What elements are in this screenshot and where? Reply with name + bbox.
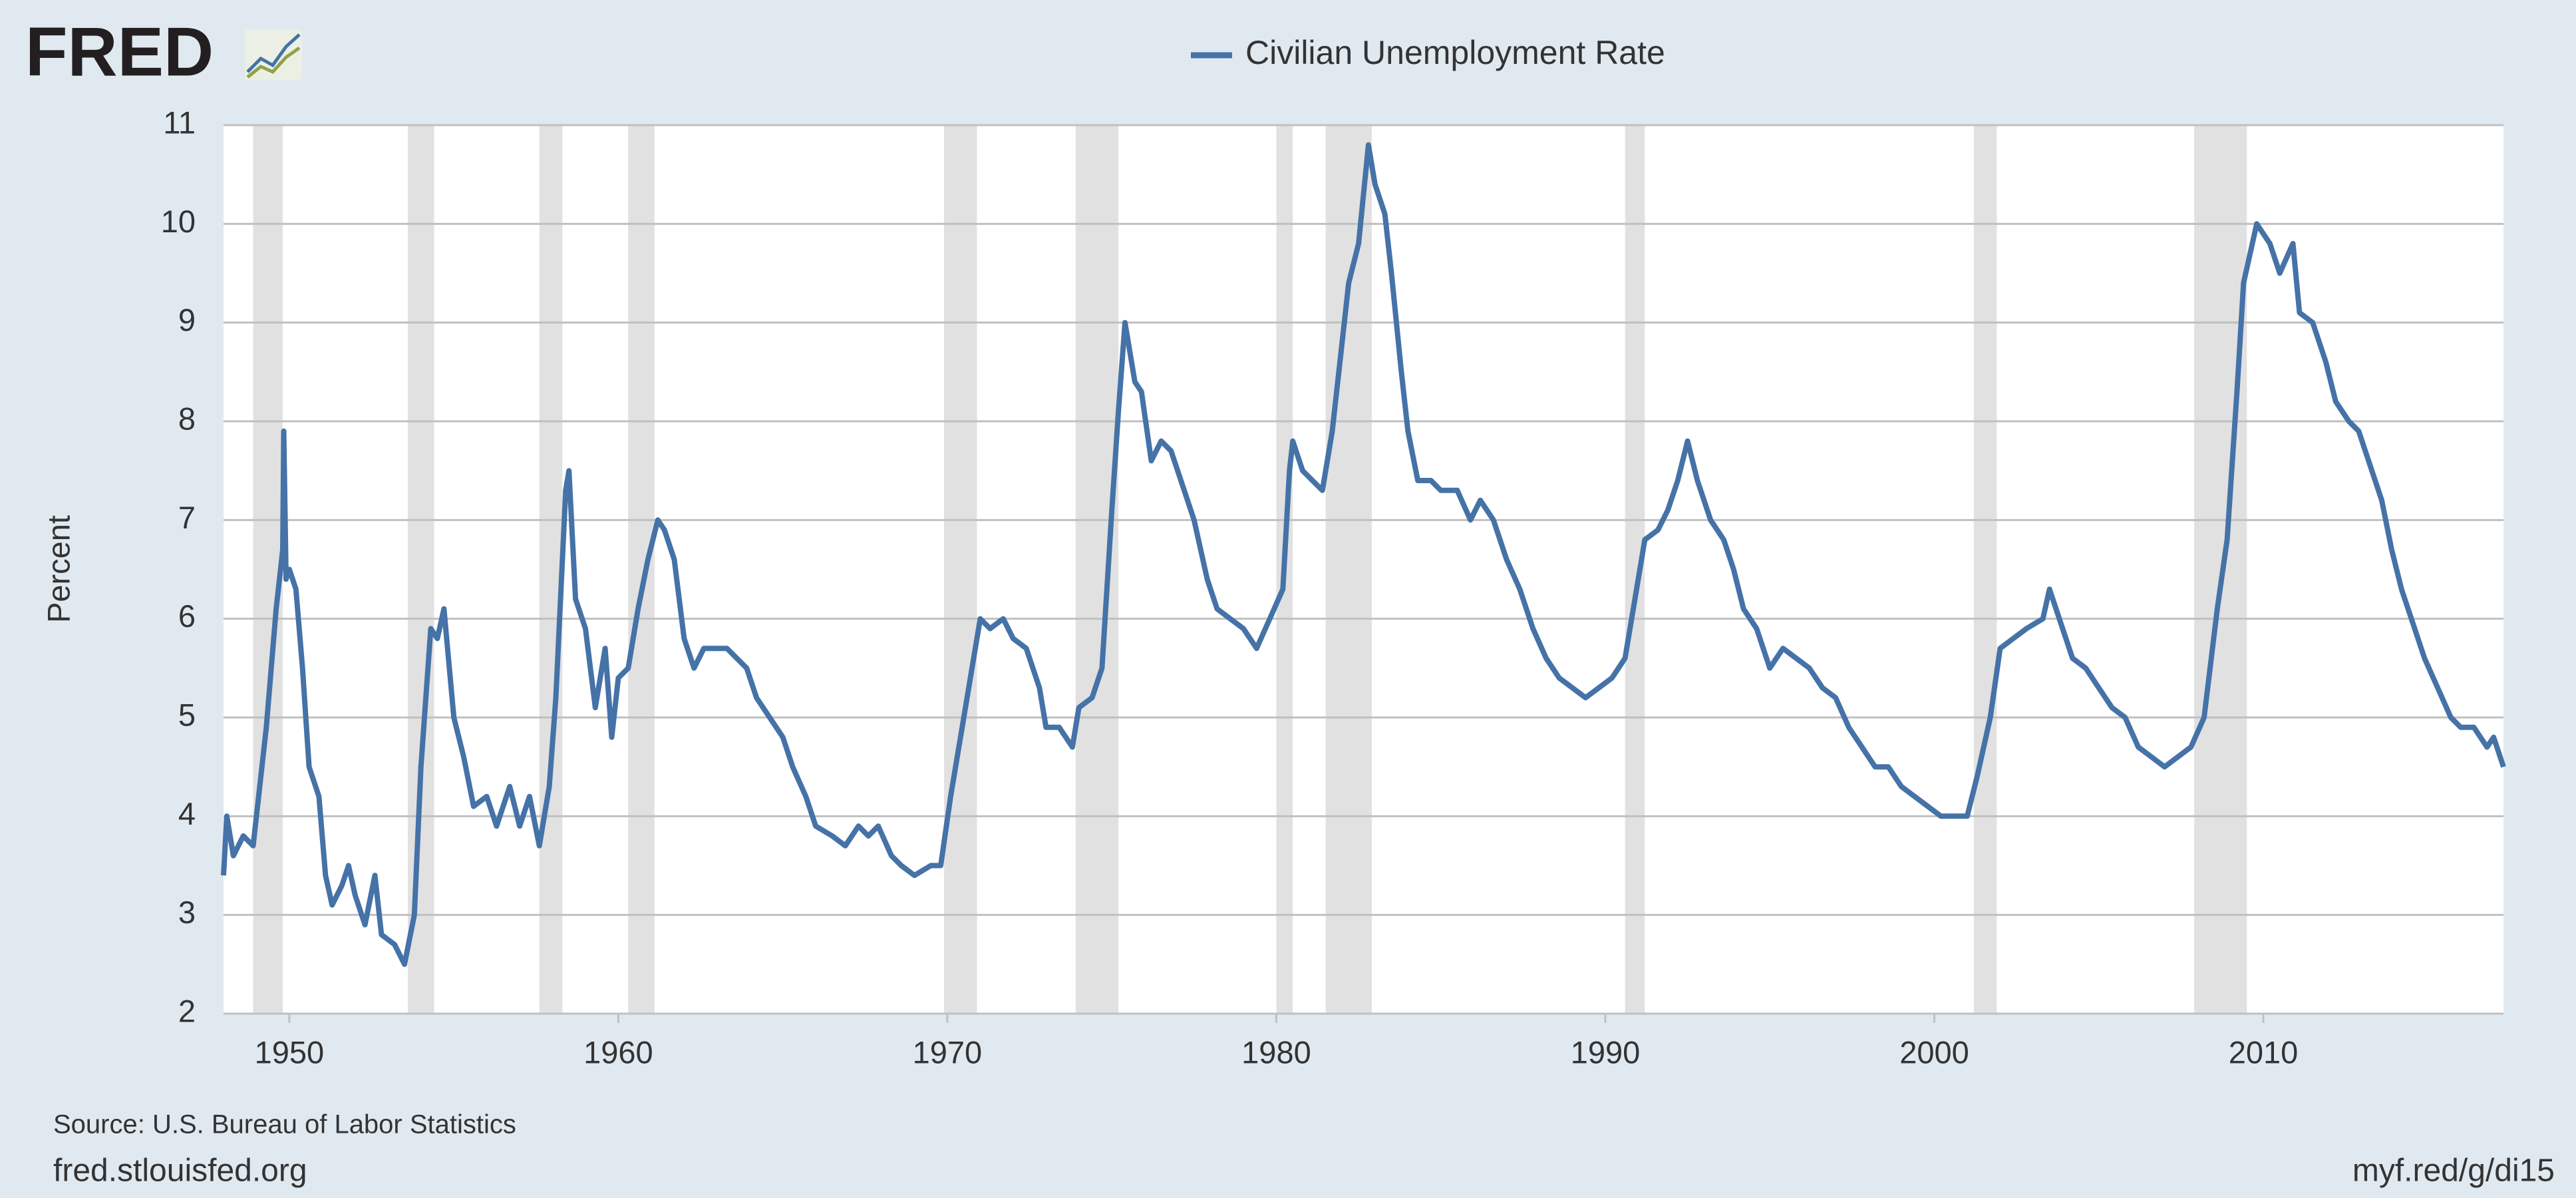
y-tick-label: 6 bbox=[178, 598, 196, 634]
y-tick-label: 7 bbox=[178, 500, 196, 535]
recession-band bbox=[253, 125, 283, 1014]
recession-band bbox=[1973, 125, 1997, 1014]
y-tick-label: 5 bbox=[178, 697, 196, 732]
legend-label: Civilian Unemployment Rate bbox=[1245, 34, 1665, 71]
recession-band bbox=[539, 125, 563, 1014]
y-tick-label: 8 bbox=[178, 401, 196, 436]
x-tick-label: 2000 bbox=[1899, 1034, 1969, 1070]
x-tick-label: 2010 bbox=[2229, 1034, 2299, 1070]
x-tick-label: 1970 bbox=[913, 1034, 983, 1070]
y-tick-label: 9 bbox=[178, 302, 196, 337]
recession-band bbox=[1325, 125, 1372, 1014]
footer-right: myf.red/g/di15 bbox=[2352, 1153, 2555, 1189]
logo-icon-line bbox=[246, 46, 301, 79]
x-tick-label: 1960 bbox=[583, 1034, 653, 1070]
recession-band bbox=[1075, 125, 1119, 1014]
recession-band bbox=[407, 125, 434, 1014]
y-tick-label: 2 bbox=[178, 993, 196, 1028]
recession-band bbox=[943, 125, 977, 1014]
y-tick-label: 10 bbox=[161, 204, 196, 239]
footer-left: fred.stlouisfed.org bbox=[53, 1153, 307, 1189]
y-tick-label: 4 bbox=[178, 796, 196, 831]
x-tick-label: 1980 bbox=[1241, 1034, 1311, 1070]
y-tick-label: 3 bbox=[178, 895, 196, 930]
data-line bbox=[221, 142, 2506, 967]
logo-icon bbox=[245, 29, 302, 80]
y-tick-label: 11 bbox=[163, 104, 196, 140]
logo: FRED bbox=[25, 13, 214, 91]
logo-icon-line bbox=[246, 33, 301, 73]
source: Source: U.S. Bureau of Labor Statistics bbox=[53, 1110, 516, 1139]
recession-band bbox=[628, 125, 655, 1014]
x-tick-label: 1950 bbox=[255, 1034, 325, 1070]
x-tick-label: 1990 bbox=[1571, 1034, 1641, 1070]
y-axis-label: Percent bbox=[41, 515, 76, 623]
